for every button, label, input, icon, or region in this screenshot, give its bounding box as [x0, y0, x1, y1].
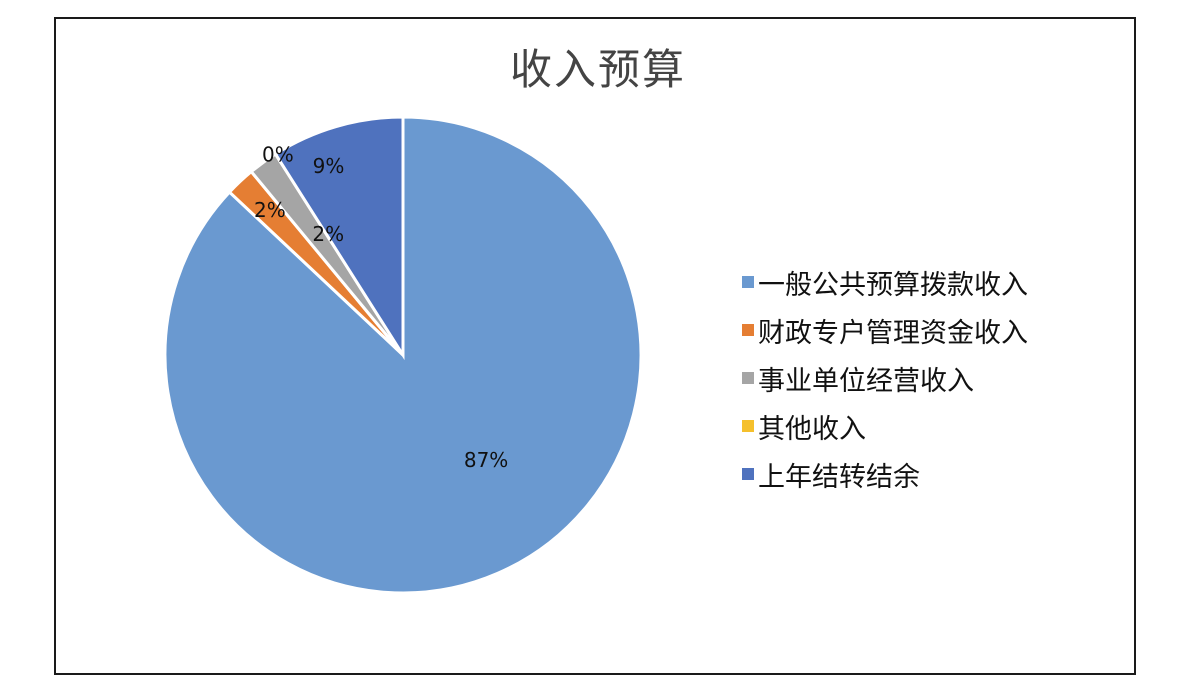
chart-title: 收入预算	[509, 45, 686, 94]
slice-percent-label: 2%	[254, 198, 286, 222]
slice-percent-label: 87%	[464, 448, 508, 472]
slice-percent-label: 0%	[262, 143, 294, 167]
legend-swatch	[742, 372, 754, 384]
legend-item-carryover: 上年结转结余	[742, 450, 1028, 498]
legend-swatch	[742, 468, 754, 480]
legend-label: 财政专户管理资金收入	[758, 317, 1028, 349]
legend-item-other-income: 其他收入	[742, 402, 1028, 450]
legend-label: 事业单位经营收入	[758, 365, 974, 397]
pie-slice	[273, 115, 405, 361]
legend-label: 其他收入	[758, 413, 866, 445]
legend-swatch	[742, 276, 754, 288]
slice-percent-label: 9%	[313, 154, 345, 178]
legend: 一般公共预算拨款收入 财政专户管理资金收入 事业单位经营收入 其他收入 上年结转…	[742, 258, 1028, 498]
legend-label: 上年结转结余	[758, 461, 920, 493]
legend-swatch	[742, 324, 754, 336]
legend-item-general-budget: 一般公共预算拨款收入	[742, 258, 1028, 306]
legend-item-fiscal-account: 财政专户管理资金收入	[742, 306, 1028, 354]
pie-slice	[163, 115, 643, 595]
legend-label: 一般公共预算拨款收入	[758, 269, 1028, 301]
slice-percent-label: 2%	[312, 222, 344, 246]
legend-item-business-income: 事业单位经营收入	[742, 354, 1028, 402]
legend-swatch	[742, 420, 754, 432]
